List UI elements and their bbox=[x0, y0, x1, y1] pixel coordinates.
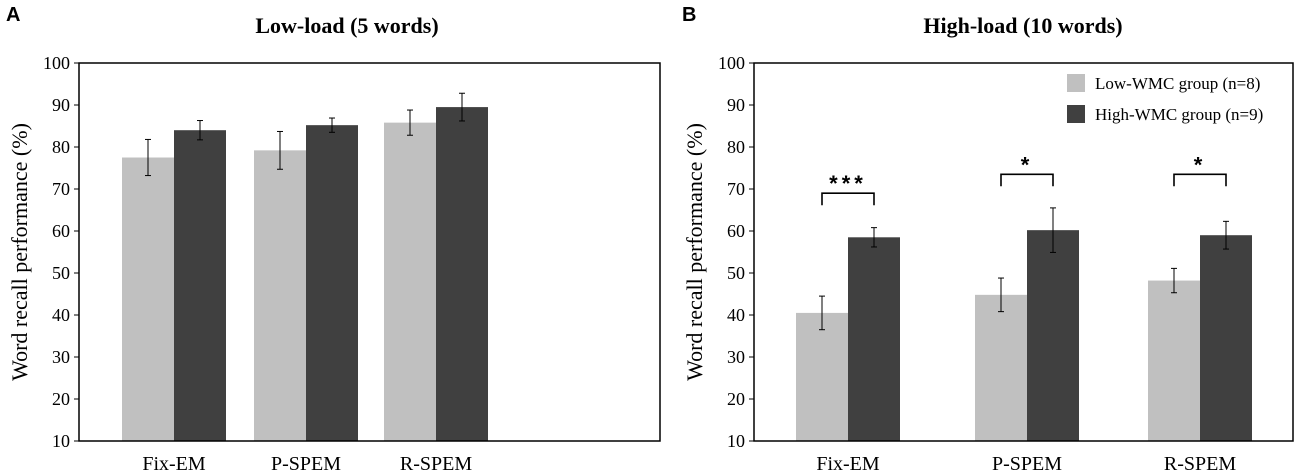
y-tick-label: 90 bbox=[52, 95, 70, 115]
x-tick-label: R-SPEM bbox=[400, 453, 472, 474]
legend-entry: High-WMC group (n=9) bbox=[1095, 105, 1263, 124]
bar-low-wmc bbox=[122, 157, 174, 441]
significance-marker: * bbox=[1194, 152, 1207, 177]
y-tick-label: 100 bbox=[43, 53, 70, 73]
bar-low-wmc bbox=[254, 150, 306, 442]
y-tick-label: 10 bbox=[727, 431, 745, 451]
bar-high-wmc bbox=[1200, 235, 1252, 441]
chart-title: High-load (10 words) bbox=[923, 13, 1122, 38]
significance-bracket bbox=[821, 192, 875, 206]
y-tick-label: 10 bbox=[52, 431, 70, 451]
plot-frame bbox=[78, 62, 661, 442]
y-axis-label: Word recall performance (%) bbox=[682, 123, 707, 381]
significance-marker: *** bbox=[829, 171, 867, 196]
y-tick-label: 30 bbox=[727, 347, 745, 367]
bar-low-wmc bbox=[796, 312, 848, 441]
x-tick-label: P-SPEM bbox=[992, 453, 1062, 474]
y-tick-label: 100 bbox=[718, 53, 745, 73]
significance-bracket bbox=[1173, 173, 1227, 187]
y-tick-label: 70 bbox=[727, 179, 745, 199]
legend-swatch bbox=[1067, 105, 1085, 123]
x-tick-label: Fix-EM bbox=[142, 453, 206, 474]
y-tick-label: 20 bbox=[52, 389, 70, 409]
panel-label: A bbox=[6, 4, 20, 26]
legend-swatch bbox=[1067, 74, 1085, 92]
panel-label: B bbox=[682, 4, 696, 26]
y-tick-label: 70 bbox=[52, 179, 70, 199]
y-tick-label: 60 bbox=[727, 221, 745, 241]
bar-high-wmc bbox=[174, 130, 226, 441]
bar-high-wmc bbox=[848, 237, 900, 441]
y-tick-label: 80 bbox=[52, 137, 70, 157]
y-tick-label: 50 bbox=[52, 263, 70, 283]
bar-low-wmc bbox=[384, 122, 436, 441]
chart-panel-a: A Low-load (5 words) Word recall performan… bbox=[6, 4, 661, 474]
x-tick-label: P-SPEM bbox=[271, 453, 341, 474]
significance-marker: * bbox=[1021, 152, 1034, 177]
y-tick-label: 60 bbox=[52, 221, 70, 241]
bar-high-wmc bbox=[1027, 230, 1079, 441]
legend-entry: Low-WMC group (n=8) bbox=[1095, 74, 1260, 93]
significance-bracket bbox=[1000, 173, 1054, 187]
y-tick-label: 40 bbox=[52, 305, 70, 325]
bar-high-wmc bbox=[306, 125, 358, 441]
chart-panel-b: B High-load (10 words) Word recall perform… bbox=[682, 4, 1294, 474]
y-tick-label: 20 bbox=[727, 389, 745, 409]
y-tick-label: 90 bbox=[727, 95, 745, 115]
y-tick-label: 50 bbox=[727, 263, 745, 283]
x-tick-label: Fix-EM bbox=[816, 453, 880, 474]
plot-frame bbox=[753, 62, 1294, 442]
x-tick-label: R-SPEM bbox=[1164, 453, 1236, 474]
y-tick-label: 30 bbox=[52, 347, 70, 367]
chart-title: Low-load (5 words) bbox=[255, 13, 438, 38]
y-axis-label: Word recall performance (%) bbox=[7, 123, 32, 381]
bar-high-wmc bbox=[436, 107, 488, 441]
bar-low-wmc bbox=[1148, 280, 1200, 441]
y-tick-label: 80 bbox=[727, 137, 745, 157]
y-tick-label: 40 bbox=[727, 305, 745, 325]
bar-low-wmc bbox=[975, 294, 1027, 441]
